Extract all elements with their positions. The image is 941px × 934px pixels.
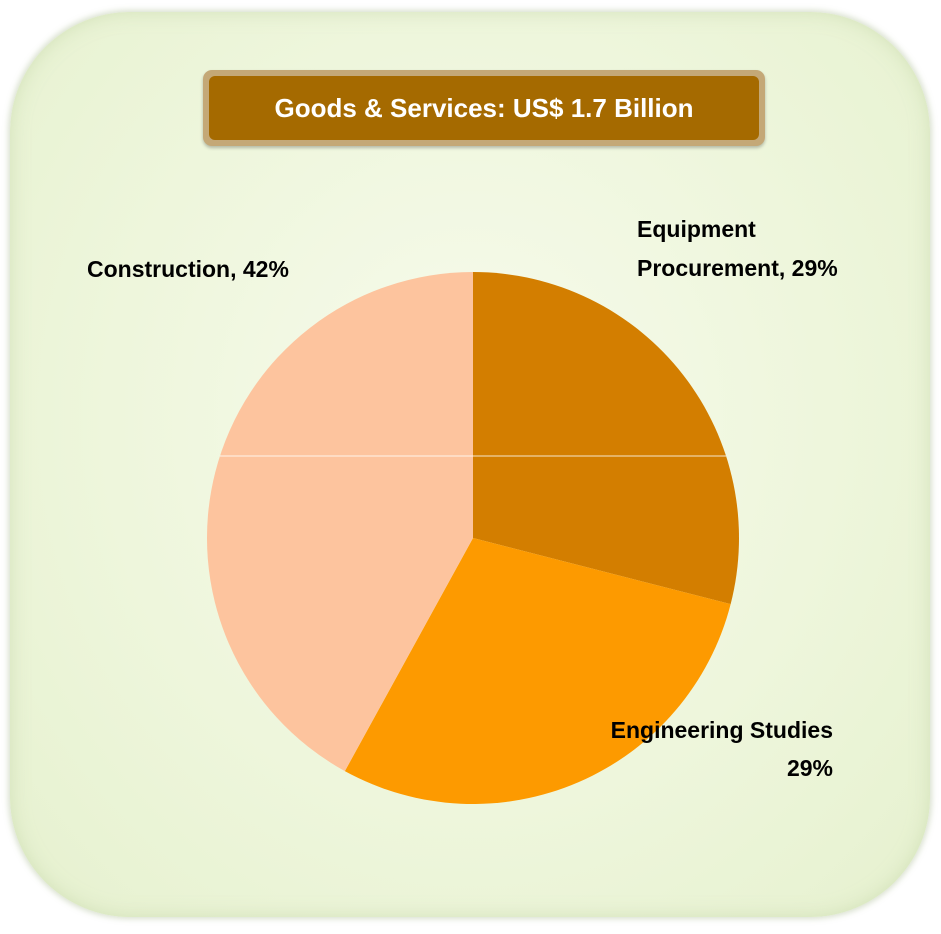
slice-label-construction: Construction, 42% xyxy=(87,256,289,282)
pie-slices xyxy=(206,271,739,805)
title-box: Goods & Services: US$ 1.7 Billion xyxy=(203,70,765,146)
pie-slice-equipment-procurement xyxy=(473,272,739,605)
pie-slice-construction xyxy=(206,271,473,772)
slice-label-equipment-line1: Equipment xyxy=(637,216,756,242)
pie-slice-engineering-studies xyxy=(344,538,731,805)
slice-label-engineering-line2: 29% xyxy=(787,755,833,781)
chart-title: Goods & Services: US$ 1.7 Billion xyxy=(209,76,759,140)
slice-label-engineering-line1: Engineering Studies xyxy=(611,717,833,743)
slice-label-equipment-line2: Procurement, 29% xyxy=(637,255,838,281)
